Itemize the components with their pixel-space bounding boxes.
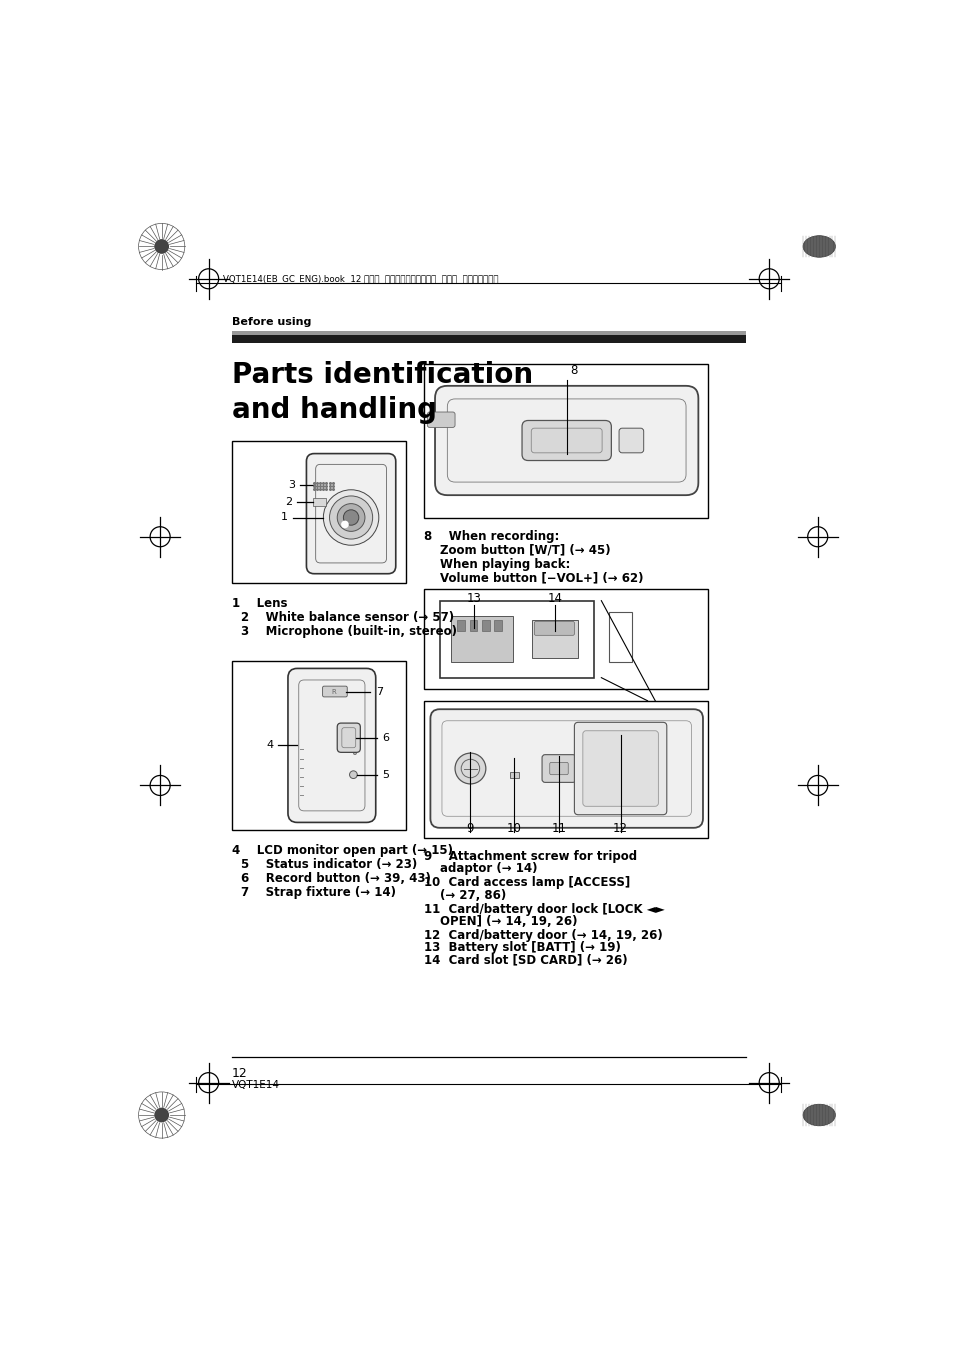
FancyBboxPatch shape [322,686,347,697]
Text: 6    Record button (→ 39, 43): 6 Record button (→ 39, 43) [241,872,431,884]
Text: Before using: Before using [232,317,311,328]
Bar [439,601,593,678]
Circle shape [336,504,365,531]
Text: 2: 2 [285,497,293,507]
FancyBboxPatch shape [549,763,568,775]
Text: 11: 11 [551,822,566,836]
Text: Parts identification: Parts identification [232,361,533,390]
Text: 9: 9 [466,822,474,836]
Ellipse shape [802,1104,835,1126]
Circle shape [323,489,378,545]
FancyBboxPatch shape [582,731,658,806]
FancyBboxPatch shape [574,723,666,814]
Text: 14  Card slot [SD CARD] (→ 26): 14 Card slot [SD CARD] (→ 26) [424,953,627,967]
Circle shape [154,1108,169,1123]
Text: 4    LCD monitor open part (→ 15): 4 LCD monitor open part (→ 15) [232,844,453,857]
Text: 7    Strap fixture (→ 14): 7 Strap fixture (→ 14) [241,886,395,899]
Bar [456,620,464,631]
Bar [469,620,476,631]
Circle shape [343,510,358,526]
Bar [424,364,707,518]
Bar [608,612,632,662]
Bar [509,771,518,778]
FancyBboxPatch shape [534,621,574,635]
Circle shape [341,520,349,528]
Text: 6: 6 [381,733,389,743]
Circle shape [353,752,356,755]
Bar [232,332,745,344]
Text: 9    Attachment screw for tripod: 9 Attachment screw for tripod [424,851,637,863]
Bar [424,701,707,838]
FancyBboxPatch shape [435,386,698,495]
Bar [232,332,745,336]
Bar [424,589,707,689]
Bar [494,620,501,631]
Text: (→ 27, 86): (→ 27, 86) [439,888,505,902]
Text: 8    When recording:: 8 When recording: [424,530,559,543]
Circle shape [154,239,169,253]
Text: Volume button [−VOL+] (→ 62): Volume button [−VOL+] (→ 62) [439,572,642,585]
Text: When playing back:: When playing back: [439,558,570,570]
Text: 13: 13 [466,592,481,604]
Text: 8: 8 [570,364,578,377]
Text: 12: 12 [613,822,627,836]
Circle shape [349,771,356,779]
Text: 5    Status indicator (→ 23): 5 Status indicator (→ 23) [241,857,416,871]
Text: 11  Card/battery door lock [LOCK ◄►: 11 Card/battery door lock [LOCK ◄► [424,903,664,915]
Bar [232,661,405,830]
FancyBboxPatch shape [521,421,611,461]
Bar [481,620,489,631]
Bar [532,620,578,658]
Text: VQT1E14: VQT1E14 [232,1080,279,1089]
Text: 4: 4 [266,740,274,751]
FancyBboxPatch shape [288,669,375,822]
Text: VQT1E14(EB_GC_ENG).book  12 ページ  ２００７年２月２８日  水曜日  午後２時２３分: VQT1E14(EB_GC_ENG).book 12 ページ ２００７年２月２８… [223,274,498,283]
Bar [451,616,513,662]
Text: 12: 12 [232,1066,247,1080]
Bar [313,499,326,506]
Text: OPEN] (→ 14, 19, 26): OPEN] (→ 14, 19, 26) [439,915,577,927]
Text: 1: 1 [281,512,288,523]
Text: 12  Card/battery door (→ 14, 19, 26): 12 Card/battery door (→ 14, 19, 26) [424,929,662,942]
FancyBboxPatch shape [541,755,576,782]
Text: 14: 14 [547,592,562,604]
Text: 13  Battery slot [BATT] (→ 19): 13 Battery slot [BATT] (→ 19) [424,941,620,954]
FancyBboxPatch shape [306,453,395,574]
Text: 1    Lens: 1 Lens [232,597,287,609]
Circle shape [455,754,485,785]
Bar [232,441,405,582]
Text: R: R [331,689,335,694]
Circle shape [329,496,373,539]
Text: adaptor (→ 14): adaptor (→ 14) [439,863,537,875]
Text: 10: 10 [506,822,521,836]
Ellipse shape [802,236,835,257]
Text: 3: 3 [289,480,295,491]
Text: 2    White balance sensor (→ 57): 2 White balance sensor (→ 57) [241,611,454,624]
Text: Zoom button [W/T] (→ 45): Zoom button [W/T] (→ 45) [439,543,610,557]
Text: 5: 5 [381,770,389,779]
Text: and handling: and handling [232,395,436,423]
FancyBboxPatch shape [336,723,360,752]
Text: 3    Microphone (built-in, stereo): 3 Microphone (built-in, stereo) [241,624,456,638]
Text: 10  Card access lamp [ACCESS]: 10 Card access lamp [ACCESS] [424,876,630,890]
FancyBboxPatch shape [427,412,455,427]
FancyBboxPatch shape [618,429,643,453]
FancyBboxPatch shape [430,709,702,828]
Text: 7: 7 [375,686,382,697]
